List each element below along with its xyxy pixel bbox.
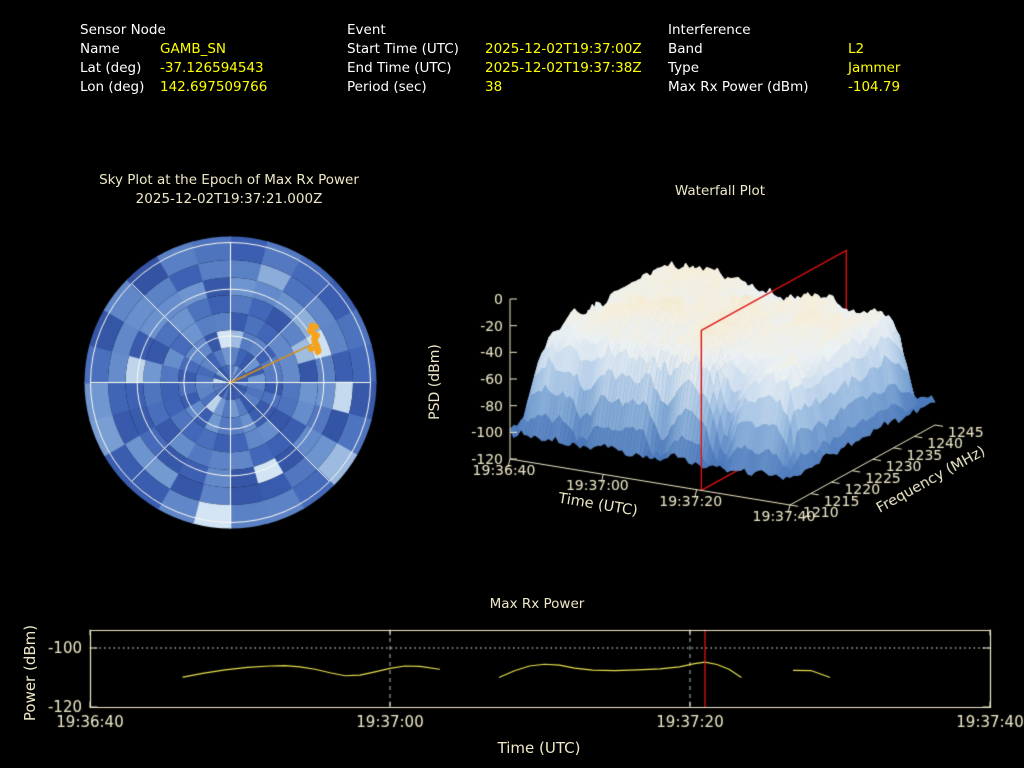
interference-band-row: Band L2: [668, 40, 900, 59]
sky-plot-title-line1: Sky Plot at the Epoch of Max Rx Power: [99, 172, 359, 188]
event-start-label: Start Time (UTC): [347, 41, 459, 57]
sensor-name-label: Name: [80, 41, 120, 57]
waterfall-zlabel: PSD (dBm): [427, 344, 443, 420]
event-period-row: Period (sec) 38: [347, 78, 642, 97]
interference-band-label: Band: [668, 41, 703, 57]
event-period-label: Period (sec): [347, 79, 427, 95]
sensor-lat-label: Lat (deg): [80, 60, 142, 76]
interference-type-value: Jammer: [848, 60, 901, 76]
event-period-value: 38: [485, 79, 503, 95]
interference-power-label: Max Rx Power (dBm): [668, 79, 809, 95]
sensor-lat-row: Lat (deg) -37.126594543: [80, 59, 267, 78]
waterfall-title: Waterfall Plot: [674, 183, 766, 199]
sensor-node-title: Sensor Node: [80, 22, 166, 38]
event-end-row: End Time (UTC) 2025-12-02T19:37:38Z: [347, 59, 642, 78]
waterfall-canvas: [415, 218, 1000, 538]
interference-power-value: -104.79: [848, 79, 901, 95]
power-plot-canvas: [30, 618, 1024, 740]
sensor-lon-value: 142.697509766: [160, 79, 268, 95]
interference-title: Interference: [668, 22, 751, 38]
sensor-name-row: Name GAMB_SN: [80, 40, 267, 59]
interference-band-value: L2: [848, 41, 865, 57]
sensor-node-panel: Sensor Node Name GAMB_SN Lat (deg) -37.1…: [80, 21, 267, 97]
power-plot-xlabel: Time (UTC): [497, 739, 581, 757]
event-end-label: End Time (UTC): [347, 60, 452, 76]
event-panel: Event Start Time (UTC) 2025-12-02T19:37:…: [347, 21, 642, 97]
interference-type-label: Type: [668, 60, 700, 76]
interference-panel: Interference Band L2 Type Jammer Max Rx …: [668, 21, 900, 97]
event-title: Event: [347, 22, 386, 38]
sensor-name-value: GAMB_SN: [160, 41, 227, 57]
sensor-lon-label: Lon (deg): [80, 79, 145, 95]
interference-power-row: Max Rx Power (dBm) -104.79: [668, 78, 900, 97]
sensor-lon-row: Lon (deg) 142.697509766: [80, 78, 267, 97]
event-start-row: Start Time (UTC) 2025-12-02T19:37:00Z: [347, 40, 642, 59]
sky-plot-canvas: [80, 232, 380, 532]
event-start-value: 2025-12-02T19:37:00Z: [485, 41, 642, 57]
sky-plot-title-line2: 2025-12-02T19:37:21.000Z: [135, 191, 323, 207]
interference-type-row: Type Jammer: [668, 59, 900, 78]
power-plot-title: Max Rx Power: [489, 596, 585, 612]
event-end-value: 2025-12-02T19:37:38Z: [485, 60, 642, 76]
sensor-lat-value: -37.126594543: [160, 60, 264, 76]
